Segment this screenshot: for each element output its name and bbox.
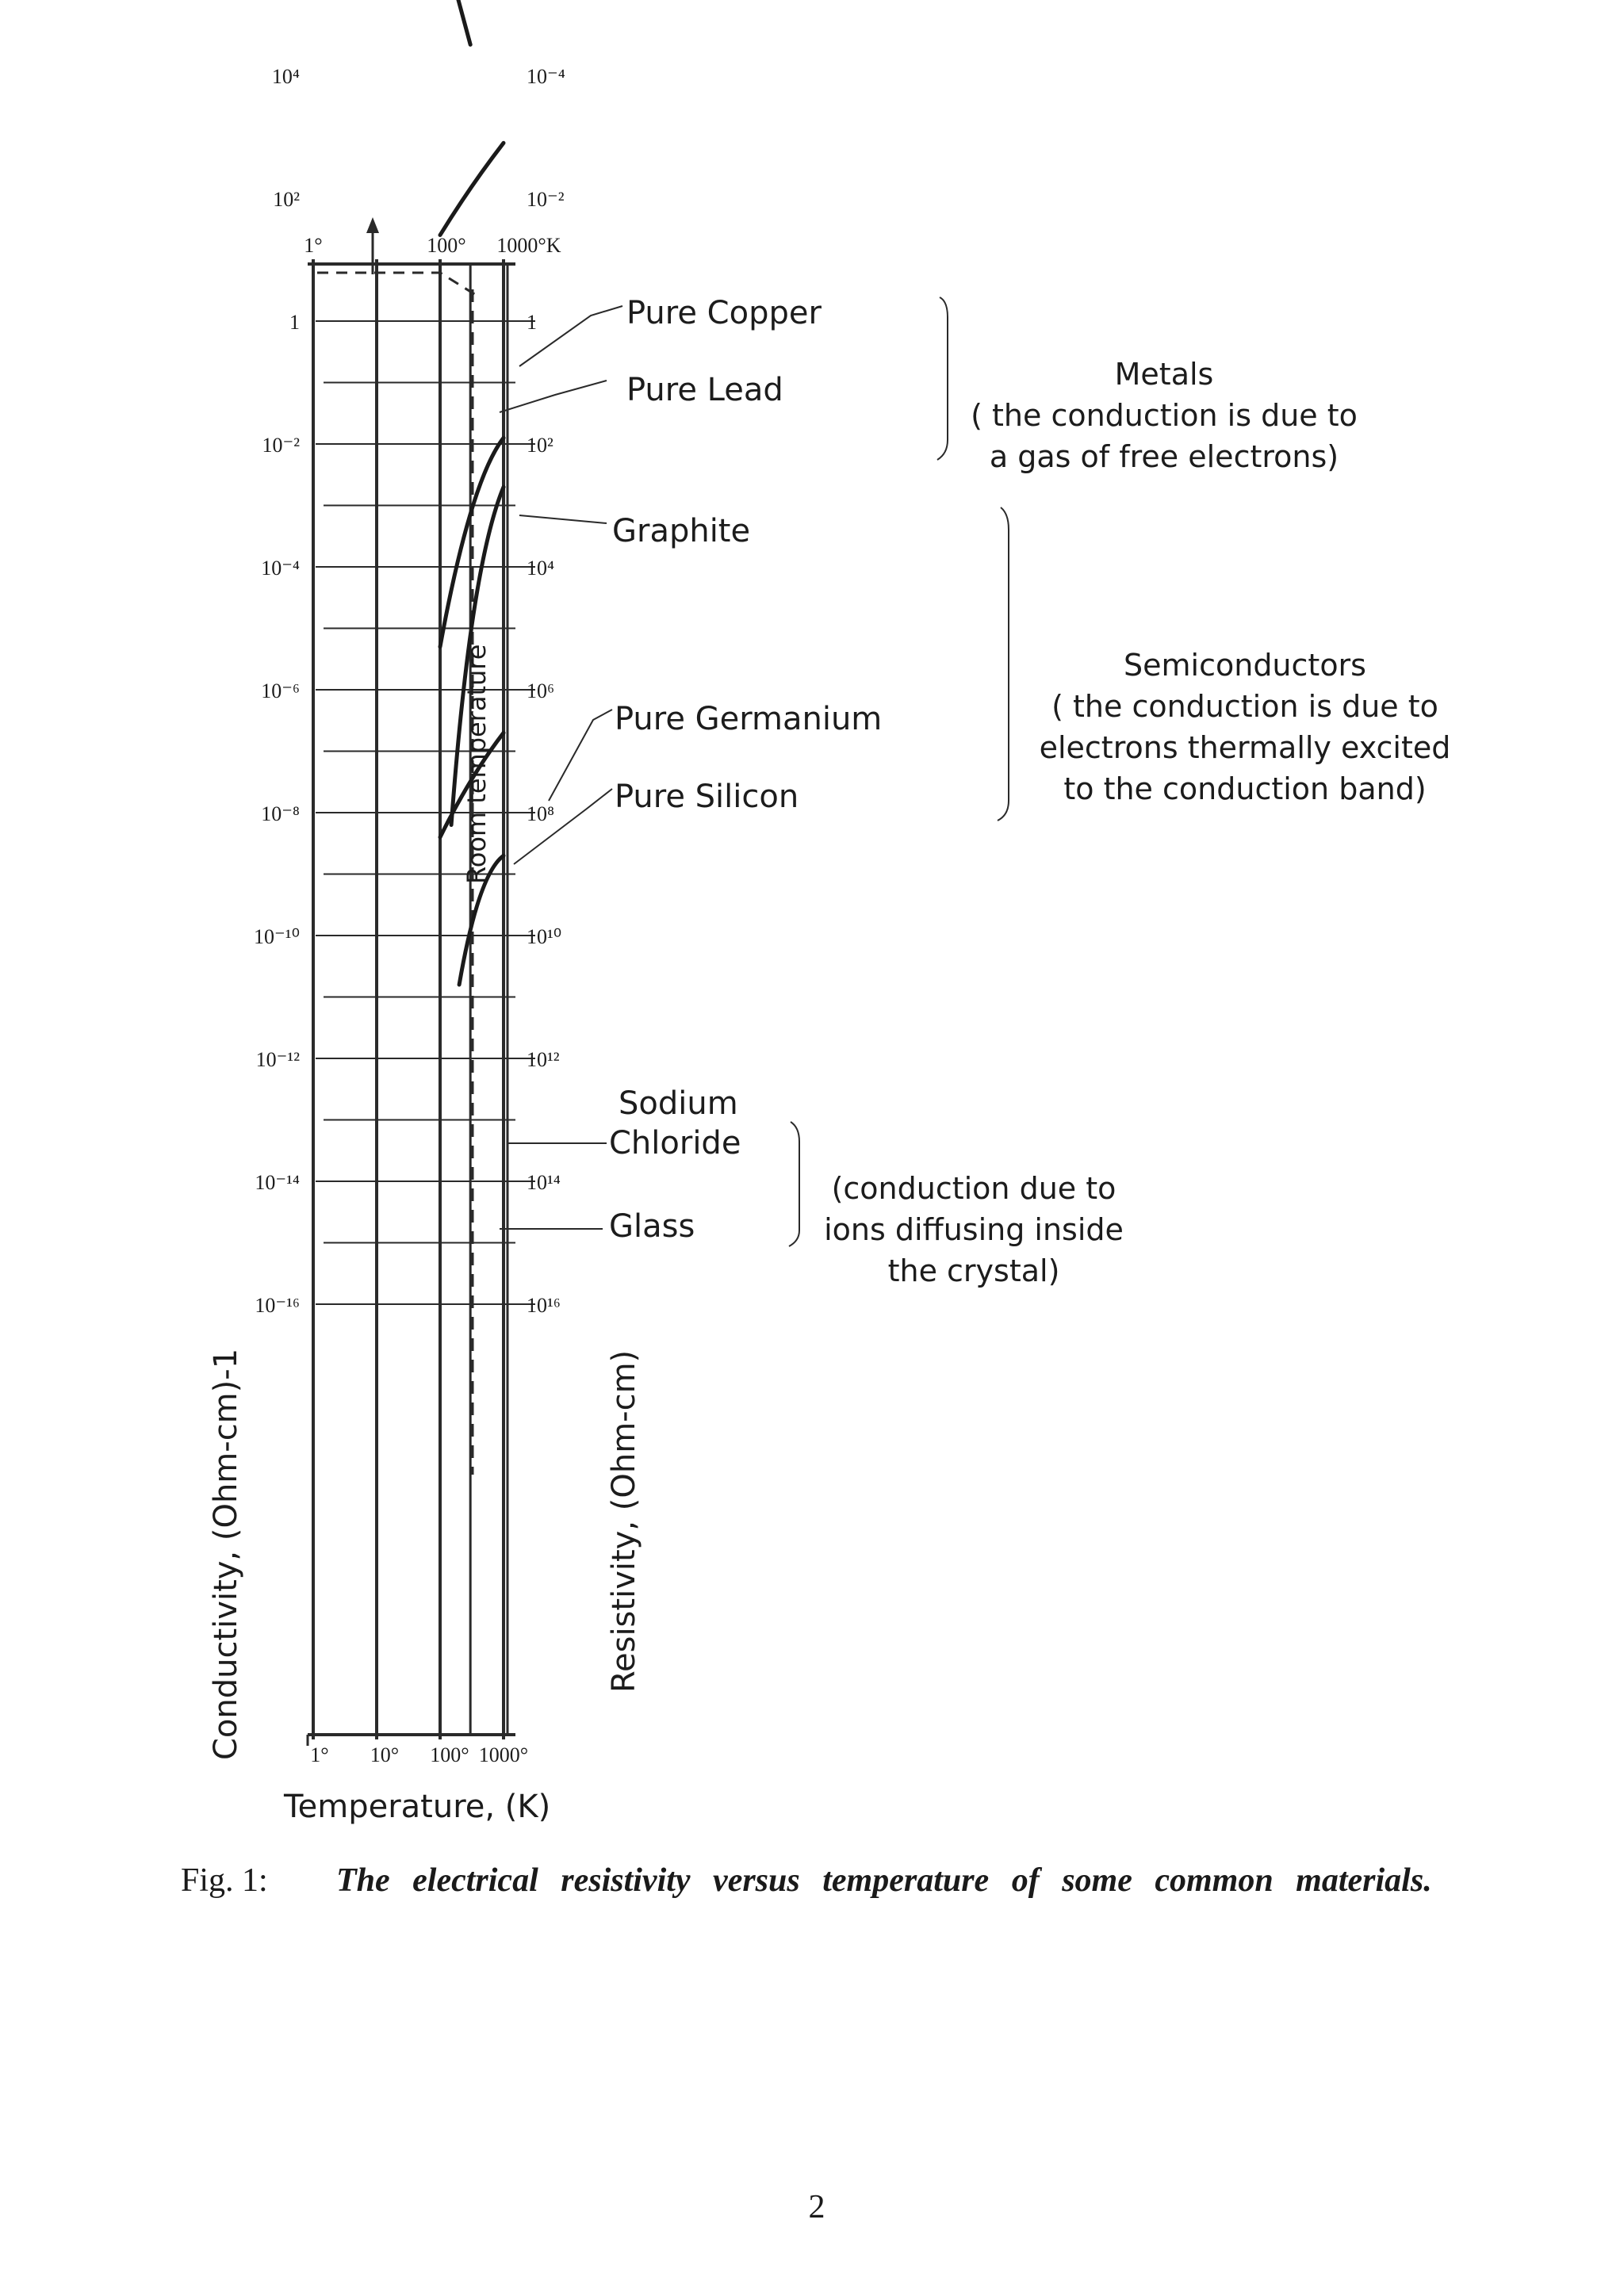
resistivity-tick-label: 10⁴: [527, 557, 554, 580]
group-label-line: Metals: [1115, 357, 1214, 392]
conductivity-tick-label: 10⁻²: [262, 434, 300, 457]
material-leader-line: [519, 305, 623, 367]
resistivity-tick-label: 10¹⁶: [527, 1294, 561, 1317]
page-number: 2: [808, 2189, 825, 2225]
conductivity-tick-label: 10⁻⁴: [261, 557, 300, 580]
top-temperature-tick: 1000°K: [496, 234, 561, 257]
conductivity-tick-label: 10⁻¹⁰: [254, 925, 300, 948]
material-leader-line: [499, 380, 607, 413]
conductivity-tick-label: 10⁻¹⁴: [255, 1171, 300, 1194]
resistivity-tick-label: 1: [527, 311, 537, 334]
group-label-line: Semiconductors: [1124, 648, 1366, 683]
resistivity-axis-label: Resistivity, (Ohm-cm): [606, 1350, 642, 1693]
resistivity-tick-label: 10¹⁴: [527, 1171, 561, 1194]
group-label-line: to the conduction band): [1063, 771, 1426, 806]
bottom-temperature-tick: 10°: [370, 1743, 399, 1766]
material-label: Pure Germanium: [615, 701, 882, 737]
material-label: Glass: [609, 1208, 695, 1245]
group-label-line: electrons thermally excited: [1040, 730, 1451, 765]
pure-germaniumcurve: [438, 435, 506, 649]
resistivity-tick-label: 10⁻⁴: [527, 65, 565, 88]
group-label-line: the crystal): [888, 1253, 1060, 1288]
material-labels: Pure Copper Pure Lead Graphite Pure Germani…: [609, 295, 882, 1245]
graphitecurve: [438, 140, 506, 237]
chart-tick-labels: 10⁶ 10⁴ 10² 1 10⁻² 10⁻⁴ 10⁻⁶ 10⁻⁸ 10⁻¹⁰ 10⁻¹² 10⁻¹…: [208, 65, 642, 1825]
material-leader-line: [548, 709, 613, 802]
pure-leadcurve: [456, 0, 473, 47]
bottom-temperature-tick: 1000°: [479, 1743, 528, 1766]
top-temperature-tick: 100°: [427, 234, 465, 257]
bottom-temperature-tick: 1°: [310, 1743, 328, 1766]
group-annotations: Metals ( the conduction is due to a gas of…: [788, 297, 1451, 1288]
conductivity-tick-label: 10⁻¹⁶: [255, 1294, 300, 1317]
label-leaders: [499, 305, 623, 1230]
conductivity-tick-label: 10⁻⁸: [261, 802, 300, 825]
material-label: Graphite: [612, 513, 750, 549]
conductivity-tick-label: 10⁻¹²: [256, 1048, 301, 1071]
chart-grid: Room temperature: [306, 217, 535, 1746]
group-label-line: ( the conduction is due to: [1051, 689, 1438, 724]
resistivity-tick-label: 10⁸: [527, 802, 554, 825]
resistivity-tick-label: 10⁶: [527, 679, 554, 702]
group-brace: [936, 297, 948, 461]
sodium-chloridecurve: [438, 730, 506, 840]
resistivity-tick-label: 10⁻²: [527, 188, 565, 211]
material-label: Pure Lead: [626, 372, 783, 408]
conductivity-tick-label: 10²: [273, 188, 300, 211]
room-temperature-label: Room temperature: [462, 645, 492, 884]
conductivity-tick-label: 10⁻⁶: [261, 679, 300, 702]
top-dashed-guide: [317, 271, 477, 297]
temperature-axis-label: Temperature, (K): [283, 1789, 550, 1825]
chart-curves: [438, 0, 506, 987]
material-leader-line: [513, 788, 613, 865]
caption-text: The electrical resistivity versus temper…: [336, 1862, 1432, 1899]
resistivity-tick-label: 10²: [527, 434, 553, 457]
material-label: Pure Silicon: [615, 779, 799, 815]
material-leader-line: [519, 515, 607, 524]
pure-siliconcurve: [449, 484, 506, 827]
material-label-line: Chloride: [609, 1125, 741, 1161]
group-label-line: ( the conduction is due to: [971, 398, 1358, 433]
group-brace: [997, 507, 1009, 821]
glasscurve: [457, 853, 506, 987]
resistivity-tick-label: 10¹⁰: [527, 925, 561, 948]
material-label: Pure Copper: [626, 295, 822, 331]
caption-label: Fig. 1:: [181, 1862, 268, 1899]
conductivity-axis-label: Conductivity, (Ohm-cm)-1: [208, 1349, 244, 1760]
top-temperature-tick: 1°: [304, 234, 322, 257]
group-label-line: a gas of free electrons): [990, 439, 1339, 474]
top-arrow-head: [366, 217, 379, 233]
bottom-temperature-tick: 100°: [430, 1743, 469, 1766]
conductivity-tick-label: 10⁴: [272, 65, 300, 88]
resistivity-tick-label: 10¹²: [527, 1048, 560, 1071]
conductivity-tick-label: 1: [289, 311, 300, 334]
material-label-line: Sodium: [619, 1085, 738, 1122]
group-label-line: (conduction due to: [832, 1171, 1116, 1206]
group-label-line: ions diffusing inside: [824, 1212, 1124, 1247]
group-brace: [788, 1121, 800, 1247]
